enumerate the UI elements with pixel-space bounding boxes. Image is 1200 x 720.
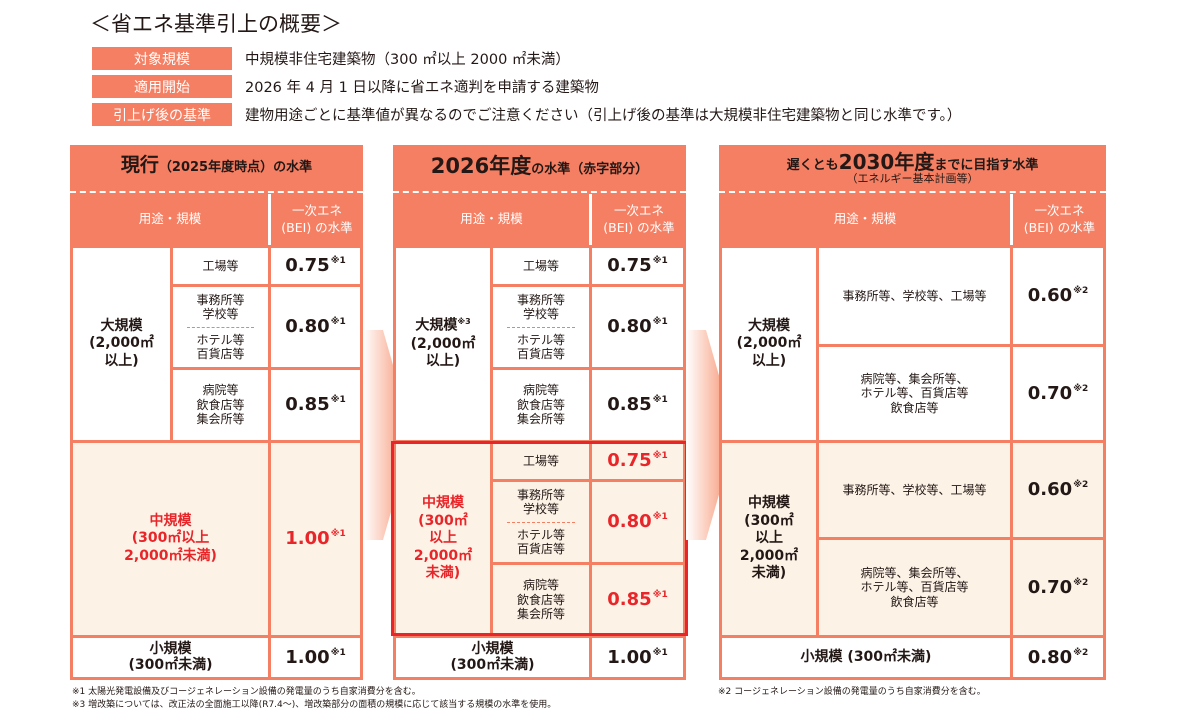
use-group-b: 病院等、集会所等、 ホテル等、百貨店等 飲食店等 [819, 540, 1010, 635]
scale-mid: 中規模 (300㎡ 以上 2,000㎡ 未満) [722, 443, 816, 635]
use-factory: 工場等 [493, 248, 589, 284]
value-cell: 1.00※1 [271, 638, 360, 677]
value-cell: 0.85※1 [271, 370, 360, 440]
value-cell: 0.60※2 [1013, 443, 1103, 537]
value-cell: 0.70※2 [1013, 540, 1103, 635]
footnote-2: ※2 コージェネレーション設備の発電量のうち自家消費分を含む。 [718, 687, 986, 697]
value-cell: 0.75※1 [592, 248, 683, 284]
legend-label-standard: 引上げ後の基準 [92, 103, 232, 126]
use-hospital: 病院等 飲食店等 集会所等 [493, 565, 589, 635]
value-cell: 0.85※1 [592, 370, 683, 440]
value-cell: 0.70※2 [1013, 347, 1103, 440]
highlight-box [391, 441, 688, 636]
header-bei: 一次エネ (BEI) の水準 [1023, 202, 1096, 235]
legend-label-target: 対象規模 [92, 47, 232, 70]
scale-mid: 中規模 (300㎡以上 2,000㎡未満) [73, 443, 268, 635]
panel-2026: 2026年度 の水準（赤字部分） 用途・規模 一次エネ (BEI) の水準 大規模※… [391, 145, 688, 680]
header-use: 用途・規模 [460, 211, 523, 227]
use-factory: 工場等 [173, 248, 268, 284]
header-bei: 一次エネ (BEI) の水準 [281, 202, 353, 235]
scale-large: 大規模※3 (2,000㎡ 以上) [396, 248, 490, 440]
scale-large: 大規模 (2,000㎡ 以上) [73, 248, 170, 440]
use-hospital: 病院等 飲食店等 集会所等 [173, 370, 268, 440]
scale-mid: 中規模 (300㎡ 以上 2,000㎡ 未満) [396, 443, 490, 635]
header-bei: 一次エネ (BEI) の水準 [603, 202, 675, 235]
value-cell: 0.75※1 [271, 248, 360, 284]
legend-text-start: 2026 年 4 月 1 日以降に省エネ適判を申請する建築物 [245, 80, 599, 96]
panel-current: 現行 （2025年度時点）の水準 用途・規模 一次エネ (BEI) の水準 大規模 … [70, 145, 363, 680]
scale-small: 小規模 (300㎡未満) [722, 638, 1010, 677]
footnote-3: ※3 増改築については、改正法の全面施工以降(R7.4～)、増改築部分の面積の規… [72, 700, 557, 710]
value-cell: 0.80※1 [271, 287, 360, 367]
footnote-1: ※1 太陽光発電設備及びコージェネレーション設備の発電量のうち自家消費分を含む。 [72, 687, 421, 697]
legend-text-target: 中規模非住宅建築物（300 ㎡以上 2000 ㎡未満） [245, 52, 570, 68]
panel-title: 遅くとも 2030年度 までに目指す水準 （エネルギー基本計画等） [786, 149, 1039, 186]
use-group-b: 病院等、集会所等、 ホテル等、百貨店等 飲食店等 [819, 347, 1010, 440]
use-office-hotel: 事務所等 学校等 ホテル等 百貨店等 [173, 287, 268, 367]
legend-label-start: 適用開始 [92, 75, 232, 98]
header-use: 用途・規模 [833, 211, 897, 227]
value-cell: 0.75※1 [592, 443, 683, 479]
value-cell: 1.00※1 [271, 443, 360, 635]
use-hospital: 病院等 飲食店等 集会所等 [493, 370, 589, 440]
panel-title: 現行 （2025年度時点）の水準 [120, 154, 313, 176]
value-cell: 0.80※1 [592, 287, 683, 367]
value-cell: 0.60※2 [1013, 248, 1103, 344]
panel-2030: 遅くとも 2030年度 までに目指す水準 （エネルギー基本計画等） 用途・規模 一次エ… [719, 145, 1106, 680]
use-group-a: 事務所等、学校等、工場等 [819, 443, 1010, 537]
value-cell: 0.80※2 [1013, 638, 1103, 677]
header-use: 用途・規模 [138, 211, 202, 227]
panel-title: 2026年度 の水準（赤字部分） [430, 154, 649, 178]
page-title: ＜省エネ基準引上の概要＞ [90, 12, 342, 36]
use-factory: 工場等 [493, 443, 589, 479]
scale-large: 大規模 (2,000㎡ 以上) [722, 248, 816, 440]
value-cell: 1.00※1 [592, 638, 683, 677]
use-office-hotel: 事務所等 学校等 ホテル等 百貨店等 [493, 287, 589, 367]
value-cell: 0.80※1 [592, 482, 683, 562]
value-cell: 0.85※1 [592, 565, 683, 635]
legend-text-standard: 建物用途ごとに基準値が異なるのでご注意ください（引上げ後の基準は大規模非住宅建築… [245, 108, 962, 124]
use-office-hotel: 事務所等 学校等 ホテル等 百貨店等 [493, 482, 589, 562]
scale-small: 小規模 (300㎡未満) [396, 638, 589, 677]
use-group-a: 事務所等、学校等、工場等 [819, 248, 1010, 344]
scale-small: 小規模 (300㎡未満) [73, 638, 268, 677]
